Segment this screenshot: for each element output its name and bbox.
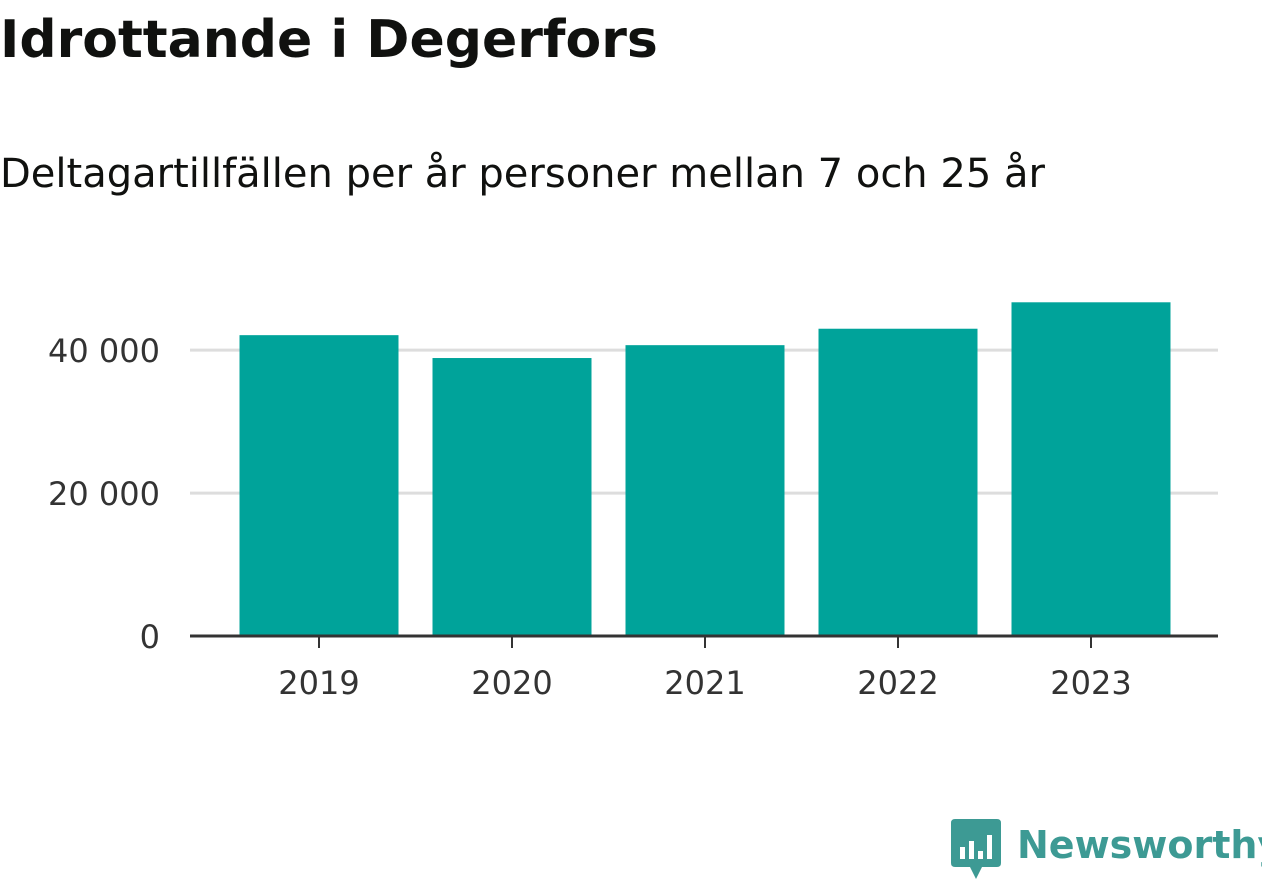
bar-chart-badge-icon: [951, 819, 1001, 879]
x-tick-label: 2019: [278, 664, 359, 702]
bar-2022: [818, 328, 978, 636]
y-tick-label: 20 000: [48, 475, 160, 513]
x-tick-label: 2022: [857, 664, 938, 702]
chart-subtitle: Deltagartillfällen per år personer mella…: [0, 151, 1045, 197]
bar-2020: [432, 358, 592, 636]
logo-text: Newsworthy: [1017, 823, 1262, 867]
x-tick-label: 2020: [471, 664, 552, 702]
y-tick-label: 40 000: [48, 332, 160, 370]
bars: [239, 302, 1171, 636]
y-tick-label: 0: [140, 618, 160, 656]
newsworthy-logo: Newsworthy: [951, 818, 1262, 880]
bar-2019: [239, 335, 399, 636]
axes: 0 20 000 40 000 2019 2020 2021 2022 2023: [48, 332, 1218, 702]
bar-2021: [625, 345, 785, 636]
chart-title: Idrottande i Degerfors: [0, 10, 658, 70]
x-tick-label: 2023: [1050, 664, 1131, 702]
x-tick-label: 2021: [664, 664, 745, 702]
bar-2023: [1011, 302, 1171, 636]
